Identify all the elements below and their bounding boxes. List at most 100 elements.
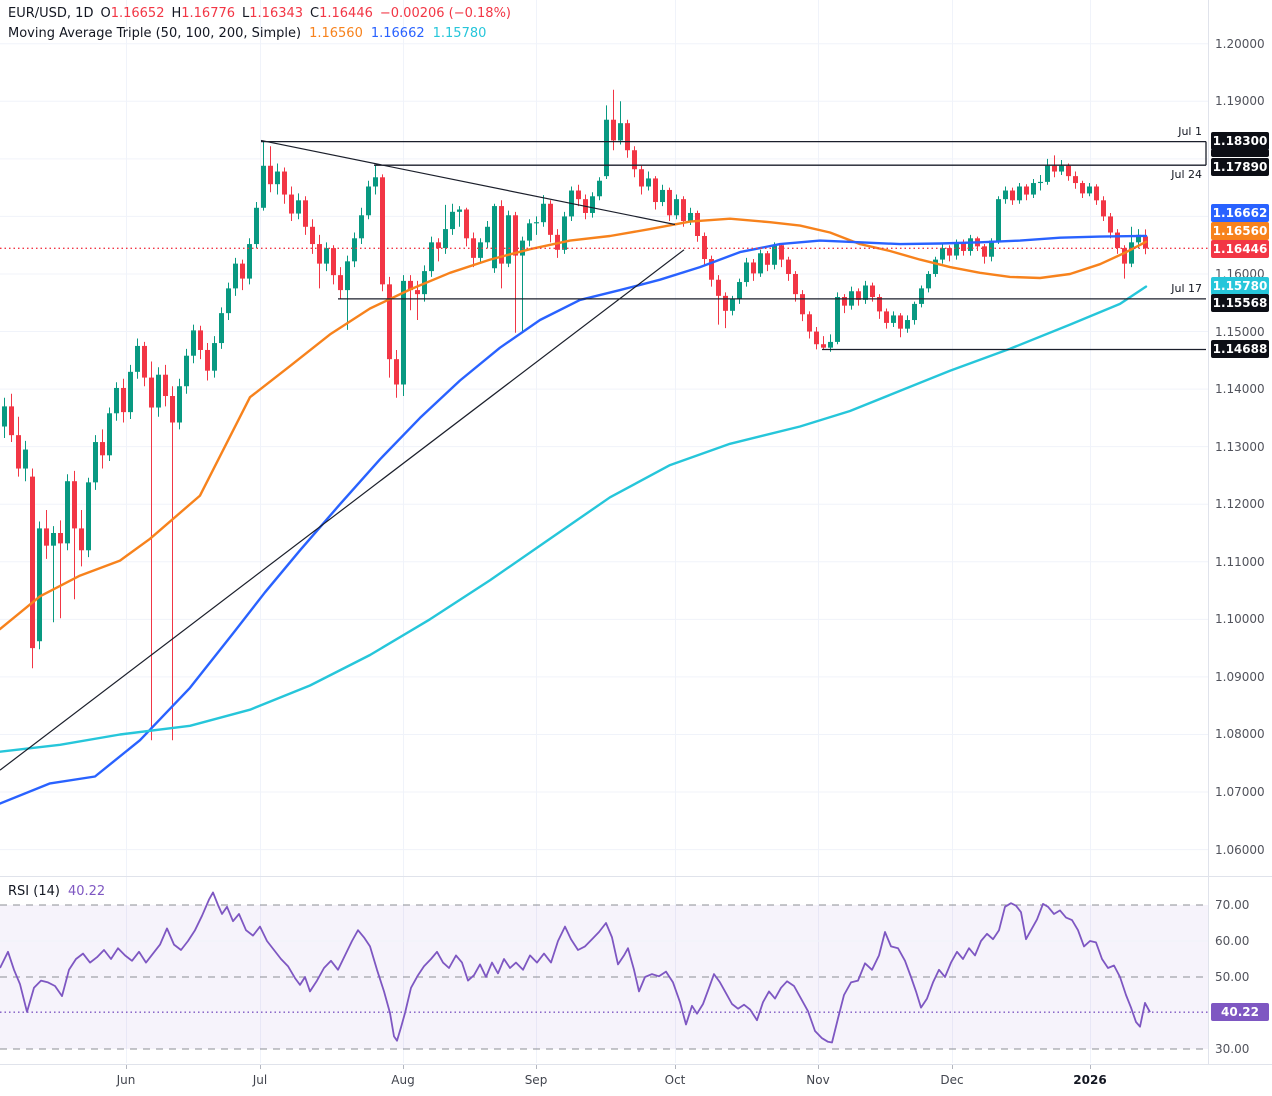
candle-body (380, 177, 385, 285)
candle-body (674, 199, 679, 216)
indicator-values: 1.16560 1.16662 1.15780 (301, 26, 486, 41)
candle-body (184, 355, 189, 387)
candle-body (37, 528, 42, 642)
drawing-label: Jul 1 (1178, 124, 1202, 138)
candle-body (170, 396, 175, 423)
indicator-title[interactable]: Moving Average Triple (50, 100, 200, Sim… (8, 26, 302, 41)
candle-body (611, 119, 616, 141)
candle-body (86, 482, 91, 551)
candle-body (142, 345, 147, 378)
rsi-title[interactable]: RSI (14) (8, 884, 60, 899)
candle-body (65, 481, 70, 544)
price-tick-label: 1.20000 (1215, 36, 1265, 51)
ohlc-values: O1.16652 H1.16776 L1.16343 C1.16446 (93, 6, 372, 21)
month-label: 2026 (1073, 1073, 1107, 1087)
candle-body (359, 215, 364, 239)
price-tick-label: 1.12000 (1215, 497, 1265, 512)
rsi-legend: RSI (14) 40.22 (8, 884, 105, 899)
candle-body (373, 177, 378, 187)
trendline[interactable] (0, 249, 685, 771)
candle-body (1010, 190, 1015, 201)
price-tick-label: 1.07000 (1215, 785, 1265, 800)
trendline[interactable] (260, 139, 676, 226)
candle-body (44, 528, 49, 546)
candle-body (730, 299, 735, 311)
candle-body (786, 259, 791, 274)
candle-body (870, 285, 875, 298)
ma-line (0, 285, 1148, 753)
candle-body (1129, 242, 1134, 264)
candle-body (345, 261, 350, 291)
candle-body (618, 123, 623, 141)
price-badge: 1.15568 (1211, 294, 1269, 312)
symbol-title[interactable]: EUR/USD, 1D (8, 6, 94, 21)
candle-body (807, 314, 812, 332)
candle-body (261, 165, 266, 208)
month-tick (126, 1065, 127, 1069)
candle-body (219, 313, 224, 344)
candle-body (1115, 232, 1120, 249)
candle-body (135, 345, 140, 372)
candle-body (30, 476, 35, 649)
price-badge: 1.17890 (1211, 158, 1269, 176)
rsi-tick-label: 70.00 (1215, 898, 1250, 912)
candle-body (352, 238, 357, 262)
candle-body (492, 206, 497, 269)
ohlc-val: 1.16446 (319, 6, 373, 21)
price-tick-label: 1.10000 (1215, 612, 1265, 627)
price-axis[interactable]: 1.20000 1.19000 1.16000 1.15000 1.14000 1.130… (1208, 0, 1272, 1096)
candle-body (513, 215, 518, 256)
candle-body (898, 315, 903, 329)
candle-body (765, 253, 770, 265)
candle-body (653, 178, 658, 203)
candle-body (982, 246, 987, 257)
price-badge (1211, 149, 1269, 157)
rsi-tick-label: 60.00 (1215, 934, 1250, 948)
price-badge: 1.14688 (1211, 340, 1269, 358)
candle-body (1059, 165, 1064, 172)
drawing-label: Jul 17 (1171, 281, 1202, 295)
legend: EUR/USD, 1D O1.16652 H1.16776 L1.16343 C1.16… (8, 4, 511, 44)
candle-body (828, 341, 833, 348)
ma-value: 1.16662 (370, 26, 425, 41)
month-tick (403, 1065, 404, 1069)
candle-body (506, 215, 511, 264)
candle-body (233, 263, 238, 289)
candle-body (254, 207, 259, 245)
ohlc-key: C (310, 6, 320, 21)
candle-body (772, 245, 777, 265)
month-tick (1090, 1065, 1091, 1069)
price-tick-label: 1.14000 (1215, 382, 1265, 397)
candle-body (464, 209, 469, 239)
candle-body (863, 285, 868, 300)
ohlc-val: 1.16776 (181, 6, 236, 21)
candle-body (128, 371, 133, 413)
candle-body (681, 199, 686, 222)
candle-body (800, 294, 805, 315)
candle-body (1122, 248, 1127, 264)
month-tick (675, 1065, 676, 1069)
candle-body (877, 297, 882, 312)
candle-body (450, 211, 455, 230)
candle-body (331, 248, 336, 276)
candle-body (212, 343, 217, 371)
candle-body (821, 344, 826, 348)
candle-body (303, 200, 308, 227)
candle-body (751, 262, 756, 274)
time-axis[interactable]: Jun Jul Aug Sep Oct Nov Dec 2026 (0, 1064, 1272, 1096)
candle-body (912, 303, 917, 321)
month-tick (536, 1065, 537, 1069)
candle-body (240, 263, 245, 279)
candle-body (268, 165, 273, 185)
candle-body (926, 273, 931, 289)
candle-body (1094, 186, 1099, 201)
ma-line (0, 217, 1148, 631)
candle-body (23, 449, 28, 469)
candle-body (632, 150, 637, 170)
month-label: Aug (391, 1073, 415, 1087)
candle-body (1024, 186, 1029, 195)
candle-body (695, 212, 700, 236)
ma-value: 1.15780 (432, 26, 487, 41)
candle-body (758, 253, 763, 274)
